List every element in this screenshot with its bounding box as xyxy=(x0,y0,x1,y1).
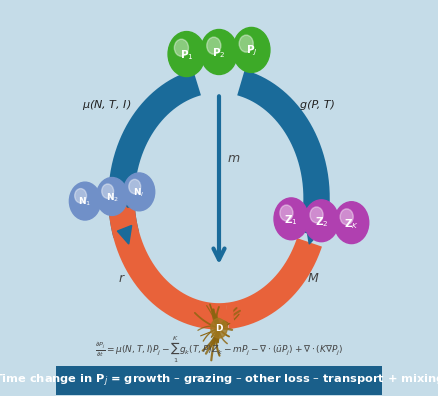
Bar xyxy=(57,366,381,395)
Text: N$_I$: N$_I$ xyxy=(134,187,145,199)
Polygon shape xyxy=(306,225,321,244)
Text: g(P, T): g(P, T) xyxy=(300,100,335,110)
Text: P$_J$: P$_J$ xyxy=(246,44,257,58)
Text: Z$_2$: Z$_2$ xyxy=(314,215,328,229)
Polygon shape xyxy=(115,198,130,216)
Text: N$_2$: N$_2$ xyxy=(106,191,119,204)
Circle shape xyxy=(207,37,221,54)
Circle shape xyxy=(304,200,339,242)
Circle shape xyxy=(239,35,253,52)
Polygon shape xyxy=(117,225,132,244)
Text: P$_2$: P$_2$ xyxy=(212,46,226,60)
Circle shape xyxy=(69,182,101,220)
Text: $\frac{\partial P_j}{\partial t} = \mu(N, T, I)P_j - \sum_1^K g_k(T,P)Z_k - mP_j: $\frac{\partial P_j}{\partial t} = \mu(N… xyxy=(95,335,343,365)
Circle shape xyxy=(96,177,127,215)
Text: m: m xyxy=(227,152,239,165)
Text: D: D xyxy=(215,324,223,333)
Circle shape xyxy=(201,29,237,74)
Circle shape xyxy=(334,202,369,244)
Circle shape xyxy=(211,318,227,338)
Circle shape xyxy=(124,173,155,211)
Text: N$_1$: N$_1$ xyxy=(78,196,92,208)
Circle shape xyxy=(102,184,113,198)
Text: r: r xyxy=(119,272,124,286)
Circle shape xyxy=(129,179,141,194)
Circle shape xyxy=(310,207,323,223)
Circle shape xyxy=(340,209,353,225)
Circle shape xyxy=(233,27,270,72)
Text: P$_1$: P$_1$ xyxy=(180,48,194,62)
Circle shape xyxy=(174,39,188,56)
Circle shape xyxy=(280,205,293,221)
Circle shape xyxy=(274,198,308,240)
Circle shape xyxy=(168,32,205,76)
Text: $\mu$(N, T, I): $\mu$(N, T, I) xyxy=(82,98,132,112)
Text: Z$_K$: Z$_K$ xyxy=(344,217,359,230)
Circle shape xyxy=(75,188,87,203)
Text: M: M xyxy=(308,272,319,286)
Text: Z$_1$: Z$_1$ xyxy=(284,213,298,227)
Text: Time change in P$_j$ = growth – grazing – other loss – transport + mixing: Time change in P$_j$ = growth – grazing … xyxy=(0,372,438,389)
Polygon shape xyxy=(219,306,233,324)
